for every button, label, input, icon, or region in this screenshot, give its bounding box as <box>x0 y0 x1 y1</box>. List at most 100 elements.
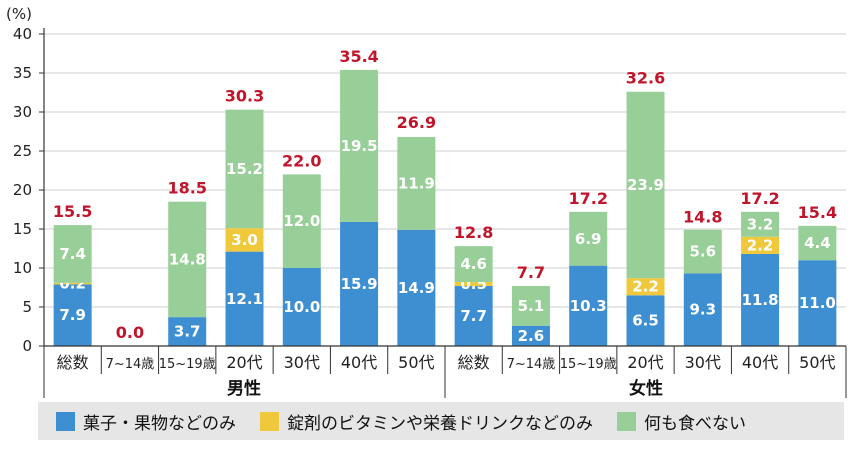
legend-label-supplements: 錠剤のビタミンや栄養ドリンクなどのみ <box>287 413 593 434</box>
bar-segment <box>454 282 493 286</box>
bar-segment <box>282 268 321 346</box>
bar-data-label: 11.0 <box>799 294 836 312</box>
bar-segment <box>741 236 780 254</box>
bar-data-label: 3.0 <box>231 231 258 249</box>
bar-data-label: 6.9 <box>575 230 602 248</box>
x-category-label: 20代 <box>226 353 262 372</box>
bar-segment <box>511 285 550 326</box>
x-axis-categories: 総数 7~14歳 15~19歳 20代 30代 40代 50代 総数 7~14歳 15~19歳 20… <box>57 353 836 372</box>
bar-data-label: 14.8 <box>169 250 206 268</box>
y-axis-ticks: 0 5 10 15 20 25 30 35 40 <box>13 25 44 355</box>
bar-data-label: 2.6 <box>518 327 545 345</box>
group-label-female: 女性 <box>629 378 663 399</box>
bar-segment <box>53 225 92 283</box>
legend-label-nothing: 何も食べない <box>644 413 746 434</box>
bar-segment <box>683 273 722 346</box>
y-tick-label: 40 <box>13 25 32 43</box>
bar-total-label: 22.0 <box>282 151 321 170</box>
bar-data-label: 3.7 <box>174 323 201 341</box>
gridlines <box>44 33 846 308</box>
bar-total-label: 30.3 <box>225 87 264 106</box>
x-category-label: 総数 <box>458 353 490 372</box>
bar-data-label: 4.4 <box>804 234 831 252</box>
legend-swatch-snacks <box>56 411 75 431</box>
bar-segment <box>798 260 837 346</box>
group-label-male: 男性 <box>227 378 261 399</box>
bar-segment <box>454 285 493 346</box>
legend-swatch-supplements <box>260 411 279 431</box>
bar-segment <box>53 284 92 346</box>
bar-segment <box>454 246 493 283</box>
bar-segment <box>397 136 436 230</box>
y-tick-label: 10 <box>13 259 32 277</box>
y-tick-label: 35 <box>13 64 32 82</box>
bar-segment <box>53 282 92 285</box>
bar-segment <box>397 229 436 346</box>
bar-total-label: 18.5 <box>167 179 206 198</box>
legend-item-supplements: 錠剤のビタミンや栄養ドリンクなどのみ <box>260 409 593 434</box>
bar-data-label: 4.6 <box>460 255 487 273</box>
bar-segment <box>626 295 665 346</box>
x-category-label: 50代 <box>398 353 434 372</box>
bar-segment <box>340 69 379 222</box>
bar-segment <box>225 228 264 252</box>
bar-data-label: 12.1 <box>226 290 263 308</box>
bar-segment <box>741 211 780 237</box>
x-category-label: 30代 <box>284 353 320 372</box>
bar-data-label: 6.5 <box>632 312 659 330</box>
bar-data-label: 7.7 <box>460 307 487 325</box>
x-category-label: 40代 <box>742 353 778 372</box>
x-category-label: 総数 <box>57 353 89 372</box>
bar-total-label: 0.0 <box>116 323 144 342</box>
bar-total-label: 17.2 <box>568 189 607 208</box>
y-axis-unit: (%) <box>6 5 32 23</box>
bar-data-label: 11.9 <box>398 174 435 192</box>
y-tick-label: 5 <box>22 298 32 316</box>
legend-item-snacks: 菓子・果物などのみ <box>56 409 236 434</box>
bar-segment <box>340 221 379 346</box>
y-tick-label: 30 <box>13 103 32 121</box>
legend-swatch-nothing <box>617 411 636 431</box>
bar-total-label: 35.4 <box>339 47 378 66</box>
bar-data-label: 5.1 <box>518 297 545 315</box>
bar-segment <box>168 317 207 346</box>
bar-total-label: 14.8 <box>683 208 722 227</box>
bar-segment <box>511 325 550 346</box>
bar-data-label: 10.3 <box>570 297 607 315</box>
bar-segment <box>569 211 608 266</box>
bar-segment <box>569 265 608 346</box>
bar-total-label: 12.8 <box>454 223 493 242</box>
y-tick-label: 25 <box>13 142 32 160</box>
bar-total-label: 15.4 <box>798 203 837 222</box>
legend: 菓子・果物などのみ 錠剤のビタミンや栄養ドリンクなどのみ 何も食べない <box>38 402 844 440</box>
bar-data-label: 15.9 <box>341 275 378 293</box>
bar-data-label: 19.5 <box>341 137 378 155</box>
bar-total-label: 17.2 <box>740 189 779 208</box>
bar-segment <box>168 201 207 318</box>
x-category-label: 7~14歳 <box>507 357 556 372</box>
bar-data-label: 7.9 <box>59 306 86 324</box>
bar-data-label: 23.9 <box>627 176 664 194</box>
bar-segment <box>626 91 665 279</box>
x-category-label: 50代 <box>799 353 835 372</box>
bars: 7.90.27.415.50.0 3.714.818.512.13.015.230… <box>53 47 837 346</box>
bar-data-label: 11.8 <box>742 291 779 309</box>
bar-data-label: 7.4 <box>59 245 86 263</box>
y-tick-label: 0 <box>22 337 32 355</box>
legend-item-nothing: 何も食べない <box>617 409 746 434</box>
bar-data-label: 10.0 <box>283 298 320 316</box>
axes <box>43 28 847 398</box>
legend-label-snacks: 菓子・果物などのみ <box>83 413 236 434</box>
bar-total-label: 15.5 <box>53 202 92 221</box>
bar-segment <box>225 109 264 229</box>
bar-data-label: 2.2 <box>632 278 659 296</box>
bar-data-label: 12.0 <box>283 212 320 230</box>
bar-total-label: 32.6 <box>626 69 665 88</box>
bar-segment <box>683 229 722 274</box>
x-category-label: 7~14歳 <box>106 357 155 372</box>
x-category-label: 30代 <box>685 353 721 372</box>
bar-data-label: 9.3 <box>689 301 716 319</box>
x-category-label: 15~19歳 <box>560 357 617 372</box>
bar-data-label: 3.2 <box>747 215 774 233</box>
